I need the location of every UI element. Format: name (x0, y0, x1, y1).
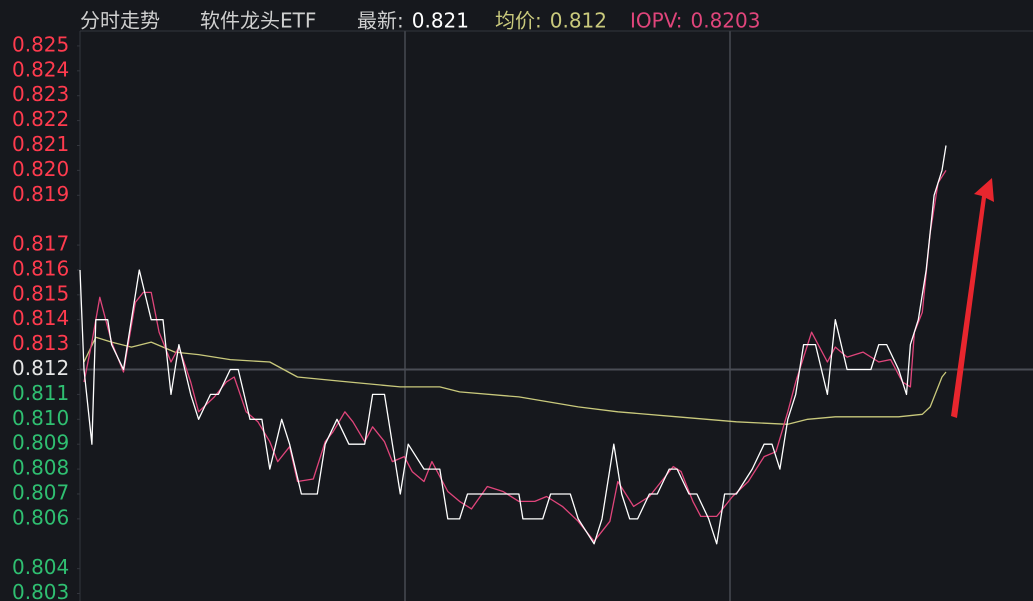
y-tick-label: 0.810 (12, 406, 69, 430)
legend-label: 最新: (357, 9, 404, 33)
y-tick-label: 0.825 (12, 32, 69, 56)
y-tick-label: 0.814 (12, 306, 69, 330)
chart-title: 分时走势 (80, 9, 160, 33)
chart-subtitle: 软件龙头ETF (200, 9, 316, 33)
y-tick-label: 0.823 (12, 82, 69, 106)
y-tick-label: 0.812 (12, 356, 69, 380)
y-tick-label: 0.803 (12, 580, 69, 601)
series-line (79, 145, 947, 545)
y-tick-label: 0.813 (12, 331, 69, 355)
y-tick-label: 0.816 (12, 256, 69, 280)
y-tick-label: 0.806 (12, 505, 69, 529)
legend-label: 均价: (495, 9, 542, 33)
series-line (83, 336, 947, 425)
y-tick-label: 0.819 (12, 182, 69, 206)
y-tick-label: 0.811 (12, 381, 69, 405)
y-tick-label: 0.809 (12, 431, 69, 455)
legend-value: 0.8203 (691, 9, 761, 33)
annotation-arrow (951, 178, 994, 418)
legend: 最新: 0.821 均价: 0.812 IOPV: 0.8203 (357, 9, 760, 33)
legend-label: IOPV: (630, 9, 683, 33)
y-tick-label: 0.804 (12, 555, 69, 579)
legend-value: 0.812 (550, 9, 607, 33)
y-tick-label: 0.824 (12, 57, 69, 81)
y-tick-label: 0.822 (12, 107, 69, 131)
y-tick-label: 0.821 (12, 132, 69, 156)
plot (77, 45, 1033, 595)
legend-value: 0.821 (412, 9, 469, 33)
y-tick-label: 0.817 (12, 232, 69, 256)
y-tick-label: 0.815 (12, 281, 69, 305)
y-tick-label: 0.808 (12, 456, 69, 480)
y-tick-label: 0.820 (12, 157, 69, 181)
y-tick-label: 0.807 (12, 480, 69, 504)
series-line (83, 170, 947, 542)
